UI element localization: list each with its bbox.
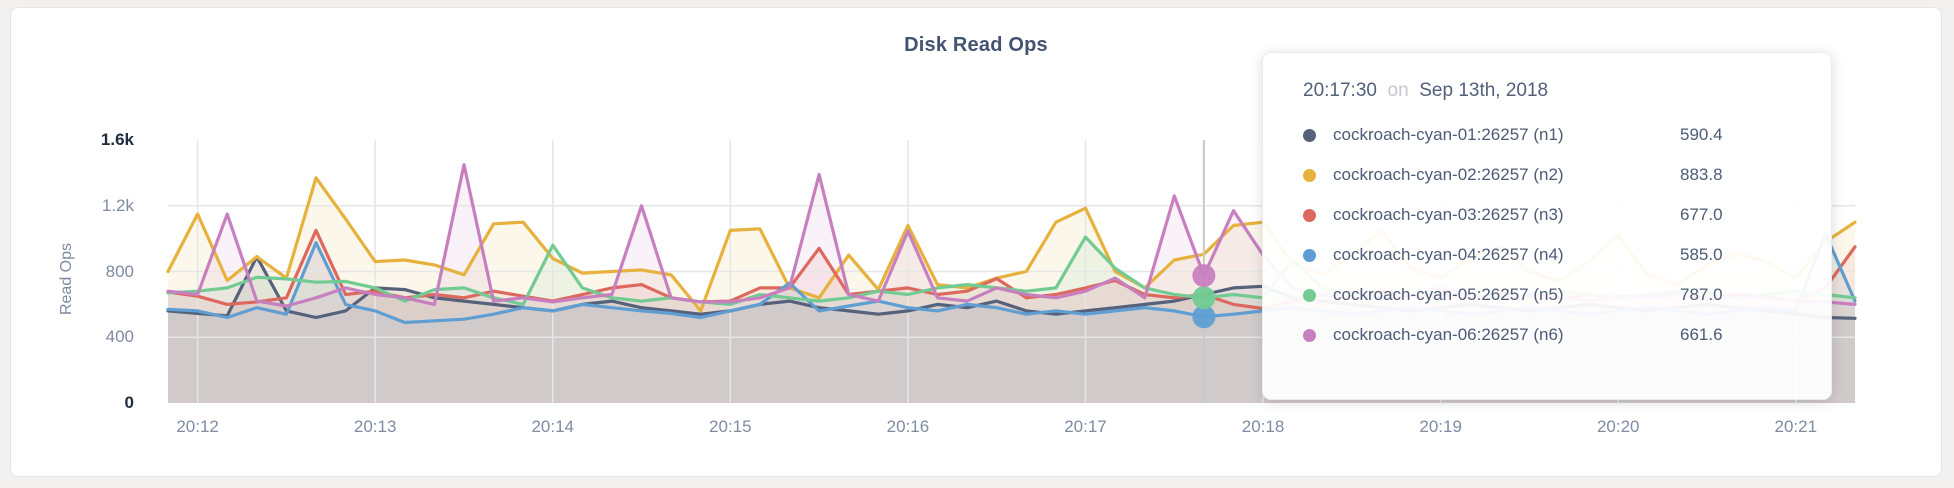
series-color-dot-icon	[1303, 168, 1316, 182]
hover-dot-n4	[1192, 305, 1216, 329]
x-tick-label: 20:14	[531, 417, 575, 436]
tooltip-date: Sep 13th, 2018	[1419, 80, 1549, 101]
tooltip-on-word: on	[1387, 80, 1409, 101]
series-color-dot-icon	[1303, 128, 1316, 142]
hover-dot-n5	[1192, 286, 1216, 310]
tooltip-rows: cockroach-cyan-01:26257 (n1) 590.4 cockroa…	[1303, 115, 1811, 355]
tooltip-series-label: cockroach-cyan-05:26257 (n5)	[1333, 285, 1564, 304]
tooltip-row: cockroach-cyan-03:26257 (n3) 677.0	[1303, 195, 1811, 235]
tooltip-space	[1409, 80, 1414, 101]
y-tick-label: 400	[105, 327, 134, 347]
hover-tooltip: 20:17:30 on Sep 13th, 2018 cockroach-cya…	[1262, 52, 1832, 400]
tooltip-series-value: 677.0	[1680, 205, 1723, 224]
tooltip-series-value: 585.0	[1680, 245, 1723, 264]
tooltip-series-value: 661.6	[1680, 325, 1723, 344]
tooltip-row: cockroach-cyan-04:26257 (n4) 585.0	[1303, 235, 1811, 275]
tooltip-row: cockroach-cyan-01:26257 (n1) 590.4	[1303, 115, 1811, 155]
x-tick-label: 20:19	[1419, 417, 1462, 436]
x-tick-label: 20:16	[886, 417, 930, 436]
x-tick-label: 20:21	[1774, 417, 1818, 436]
tooltip-series-label: cockroach-cyan-02:26257 (n2)	[1333, 165, 1564, 184]
tooltip-row: cockroach-cyan-06:26257 (n6) 661.6	[1303, 315, 1811, 355]
x-tick-label: 20:17	[1064, 417, 1107, 436]
y-tick-label: 1.2k	[101, 195, 134, 215]
y-tick-label: 1.6k	[100, 130, 134, 149]
y-tick-label: 800	[105, 261, 134, 281]
hover-dot-n6	[1192, 264, 1216, 288]
tooltip-row: cockroach-cyan-02:26257 (n2) 883.8	[1303, 155, 1811, 195]
series-color-dot-icon	[1303, 328, 1316, 342]
tooltip-series-label: cockroach-cyan-04:26257 (n4)	[1333, 245, 1564, 264]
x-tick-label: 20:18	[1241, 417, 1285, 436]
tooltip-series-value: 590.4	[1680, 125, 1723, 144]
tooltip-time: 20:17:30	[1303, 80, 1377, 101]
tooltip-series-value: 883.8	[1680, 165, 1723, 184]
chart-title: Disk Read Ops	[904, 34, 1048, 56]
y-tick-label: 0	[124, 393, 134, 412]
x-tick-label: 20:13	[353, 417, 397, 436]
tooltip-series-label: cockroach-cyan-03:26257 (n3)	[1333, 205, 1564, 224]
tooltip-series-value: 787.0	[1680, 285, 1723, 304]
x-tick-label: 20:15	[709, 417, 752, 436]
tooltip-series-label: cockroach-cyan-01:26257 (n1)	[1333, 125, 1564, 144]
x-tick-label: 20:20	[1596, 417, 1640, 436]
x-tick-label: 20:12	[176, 417, 219, 436]
tooltip-series-label: cockroach-cyan-06:26257 (n6)	[1333, 325, 1564, 344]
series-color-dot-icon	[1303, 248, 1316, 262]
series-color-dot-icon	[1303, 208, 1316, 222]
tooltip-header: 20:17:30 on Sep 13th, 2018	[1303, 80, 1811, 102]
tooltip-row: cockroach-cyan-05:26257 (n5) 787.0	[1303, 275, 1811, 315]
series-color-dot-icon	[1303, 288, 1316, 302]
